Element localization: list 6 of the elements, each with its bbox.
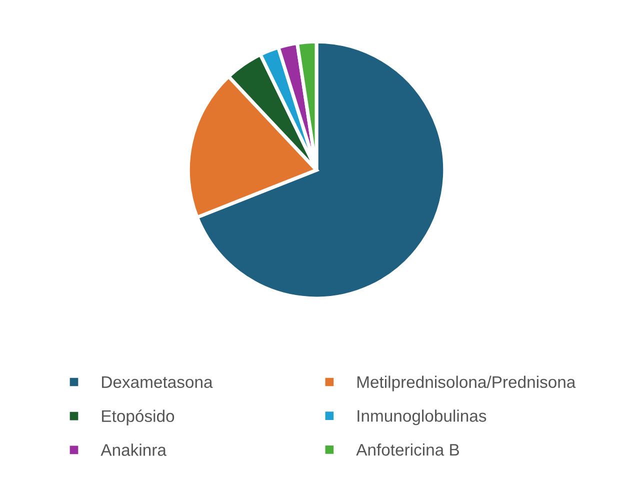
legend-label: Anakinra xyxy=(100,444,166,456)
legend-label: Etopósido xyxy=(102,410,174,426)
legend-label: Anfotericina B xyxy=(356,443,459,456)
legend-label: Dexametasona xyxy=(102,376,213,388)
legend-label: Metilprednisolona/Prednisona xyxy=(357,376,576,392)
legend-label: Inmunoglobulinas xyxy=(358,410,486,426)
